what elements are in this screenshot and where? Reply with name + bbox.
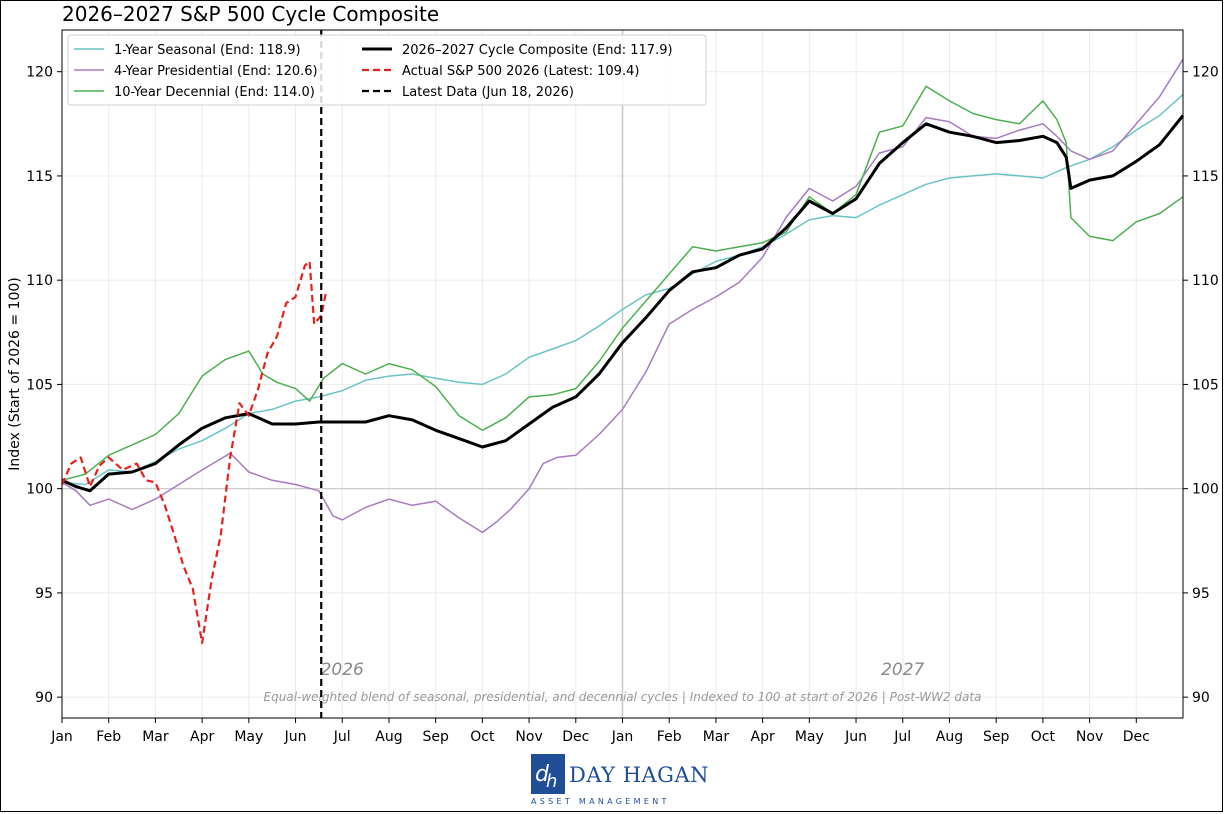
x-tick-label: Jun [844,729,867,745]
x-tick-label: Apr [751,729,775,745]
x-tick-label: Jan [611,729,634,745]
x-tick-label: Jul [893,729,911,745]
day-hagan-logo-mark: d h [531,754,565,794]
series-line-3 [61,114,1185,493]
x-tick-label: May [234,729,263,745]
x-tick-label: Dec [1123,729,1150,745]
y-tick-label-left: 90 [35,690,53,706]
y-tick-label-left: 105 [26,377,53,393]
x-tick-label: Nov [515,729,542,745]
y-tick-label-left: 100 [26,482,53,498]
y-tick-label-right: 100 [1192,482,1219,498]
year-label: 2027 [881,660,924,680]
y-tick-label-left: 110 [26,273,53,289]
legend-label: 1-Year Seasonal (End: 118.9) [114,43,301,58]
y-tick-label-left: 120 [26,65,53,81]
y-tick-label-left: 115 [26,169,53,185]
x-tick-label: Jul [333,729,351,745]
legend-label: 10-Year Decennial (End: 114.0) [114,85,315,100]
y-tick-label-right: 110 [1192,273,1219,289]
footnote: Equal-weighted blend of seasonal, presid… [264,690,982,704]
x-tick-label: Feb [96,729,121,745]
series-line-4 [60,260,327,644]
x-tick-label: Feb [657,729,682,745]
y-tick-label-left: 95 [35,586,53,602]
series-line-2 [61,85,1184,482]
x-tick-label: Jun [284,729,307,745]
x-tick-label: Aug [375,729,402,745]
y-tick-label-right: 115 [1192,169,1219,185]
x-tick-label: Aug [936,729,963,745]
x-tick-label: Oct [470,729,495,745]
logo-subtitle: ASSET MANAGEMENT [531,797,670,806]
x-tick-label: May [795,729,824,745]
legend-label: Actual S&P 500 2026 (Latest: 109.4) [402,64,639,79]
y-tick-label-right: 95 [1192,586,1210,602]
x-tick-label: Oct [1031,729,1056,745]
x-tick-label: Sep [422,729,449,745]
y-tick-label-right: 105 [1192,377,1219,393]
year-label: 2026 [321,660,364,680]
y-axis-label: Index (Start of 2026 = 100) [7,277,23,471]
x-tick-label: Jan [50,729,73,745]
logo-name: DAY HAGAN [569,763,709,787]
x-tick-label: Apr [190,729,214,745]
svg-text:d: d [535,762,550,787]
legend-label: Latest Data (Jun 18, 2026) [402,85,574,100]
x-tick-label: Nov [1076,729,1103,745]
x-tick-label: Sep [983,729,1010,745]
x-tick-label: Mar [142,729,169,745]
y-tick-label-right: 90 [1192,690,1210,706]
legend-label: 2026–2027 Cycle Composite (End: 117.9) [402,43,673,58]
y-tick-label-right: 120 [1192,65,1219,81]
chart-title: 2026–2027 S&P 500 Cycle Composite [62,2,440,26]
x-tick-label: Mar [703,729,730,745]
svg-text:h: h [546,771,557,792]
legend-label: 4-Year Presidential (End: 120.6) [114,64,318,79]
x-tick-label: Dec [562,729,589,745]
